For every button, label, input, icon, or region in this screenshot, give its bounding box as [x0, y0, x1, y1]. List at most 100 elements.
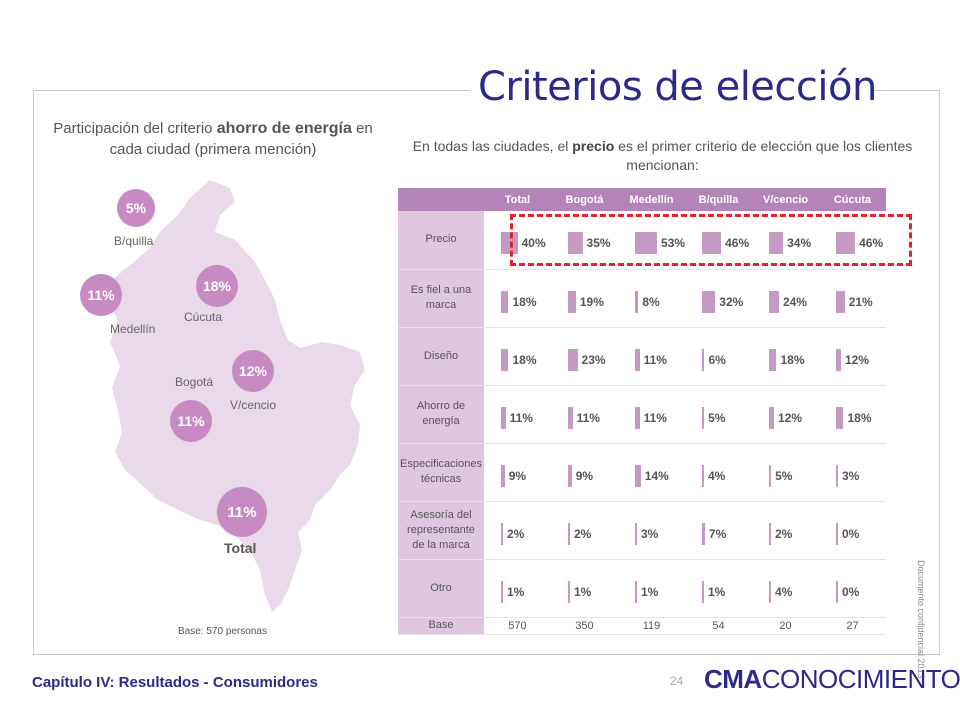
value-label: 4%: [708, 468, 726, 483]
table-cell: 7%: [685, 501, 752, 560]
cma-logo: CMACONOCIMIENTO: [704, 664, 960, 695]
table-cell: 18%: [484, 269, 551, 328]
base-value: 20: [752, 617, 819, 635]
value-label: 12%: [844, 352, 869, 367]
value-label: 11%: [576, 410, 600, 425]
map-heading-pre: Participación del criterio: [53, 120, 217, 137]
row-label: Especificaciones técnicas: [398, 443, 484, 502]
table-cell: 4%: [685, 443, 752, 502]
value-bar: [702, 580, 704, 603]
value-bar: [769, 522, 771, 545]
bubble-vcencio: 12%: [232, 350, 274, 392]
value-bar: [635, 464, 641, 487]
table-cell: 12%: [752, 385, 819, 444]
value-bar: [836, 348, 841, 371]
table-cell: 18%: [484, 327, 551, 386]
value-bar: [702, 348, 705, 371]
table-cell: 1%: [551, 559, 618, 618]
value-bar: [568, 522, 570, 545]
value-bar: [568, 464, 572, 487]
value-label: 9%: [575, 468, 594, 483]
row-label: Ahorro de energía: [398, 385, 484, 444]
map-shape: [105, 180, 365, 612]
table-cell: 3%: [618, 501, 685, 560]
value-label: 0%: [842, 526, 860, 541]
bubble-total: 11%: [217, 487, 267, 537]
value-label: 1%: [641, 584, 659, 599]
table-row: Ahorro de energía 11% 11% 11% 5% 12% 18%: [398, 385, 886, 444]
value-label: 18%: [512, 352, 537, 367]
table-cell: 0%: [819, 559, 886, 618]
base-value: 54: [685, 617, 752, 635]
value-bar: [568, 406, 573, 429]
value-bar: [568, 348, 578, 371]
value-label: 8%: [642, 294, 660, 309]
table-cell: 11%: [618, 385, 685, 444]
value-bar: [702, 232, 722, 254]
value-label: 19%: [579, 294, 604, 309]
map-heading-bold: ahorro de energía: [216, 120, 352, 137]
value-bar: [501, 580, 503, 603]
table-cell: 46%: [685, 211, 752, 270]
table-cell: 18%: [819, 385, 886, 444]
value-label: 0%: [842, 584, 860, 599]
table-cell: 24%: [752, 269, 819, 328]
value-label: 40%: [521, 236, 546, 250]
table-cell: 11%: [618, 327, 685, 386]
base-value: 350: [551, 617, 618, 635]
value-bar: [568, 290, 576, 313]
table-heading: En todas las ciudades, el precio es el p…: [410, 137, 915, 175]
value-label: 21%: [848, 294, 873, 309]
table-heading-bold: precio: [572, 138, 615, 154]
page-number: 24: [670, 674, 684, 688]
value-label: 35%: [586, 236, 611, 250]
table-cell: 11%: [551, 385, 618, 444]
table-cell: 9%: [551, 443, 618, 502]
value-bar: [501, 290, 509, 313]
map-heading-post: en cada ciudad (primera mención): [109, 120, 373, 158]
map-heading: Participación del criterio ahorro de ene…: [48, 118, 378, 160]
column-header: Bogotá: [551, 188, 618, 211]
table-cell: 3%: [819, 443, 886, 502]
value-label: 1%: [574, 584, 592, 599]
table-cell: 2%: [752, 501, 819, 560]
value-label: 18%: [512, 294, 537, 309]
column-header: V/cencio: [752, 188, 819, 211]
city-bogota: Bogotá: [175, 375, 214, 389]
city-vcencio: V/cencio: [230, 398, 277, 412]
table-cell: 19%: [551, 269, 618, 328]
bubble-medellin: 11%: [80, 274, 122, 316]
value-bar: [635, 232, 657, 254]
bubble-bogota: 11%: [170, 400, 212, 442]
value-bar: [501, 522, 503, 545]
value-bar: [702, 464, 704, 487]
chapter-label: Capítulo IV: Resultados - Consumidores: [32, 674, 318, 691]
column-header: B/quilla: [685, 188, 752, 211]
bubble-bquilla: 5%: [117, 189, 155, 227]
precio-highlight-box: [510, 214, 912, 266]
value-label: 34%: [787, 236, 812, 250]
value-bar: [769, 464, 772, 487]
value-bar: [769, 232, 784, 254]
value-label: 1%: [708, 584, 726, 599]
table-heading-pre: En todas las ciudades, el: [412, 138, 573, 154]
city-bquilla: B/quilla: [114, 234, 154, 248]
table-cell: 53%: [618, 211, 685, 270]
table-cell: 11%: [484, 385, 551, 444]
city-cucuta: Cúcuta: [184, 310, 223, 324]
table-cell: 5%: [752, 443, 819, 502]
city-total: Total: [224, 540, 257, 556]
value-bar: [702, 290, 716, 313]
row-label: Precio: [398, 211, 484, 270]
table-heading-post: es el primer criterio de elección que lo…: [614, 138, 913, 173]
value-bar: [769, 348, 777, 371]
value-label: 11%: [509, 410, 533, 425]
value-label: 32%: [719, 294, 744, 309]
logo-rest: CONOCIMIENTO: [761, 664, 960, 694]
table-cell: 1%: [484, 559, 551, 618]
table-row: Es fiel a una marca 18% 19% 8% 32% 24% 21%: [398, 269, 886, 328]
value-bar: [635, 406, 640, 429]
header-corner: [398, 188, 484, 211]
value-label: 9%: [508, 468, 527, 483]
value-label: 5%: [775, 468, 793, 483]
